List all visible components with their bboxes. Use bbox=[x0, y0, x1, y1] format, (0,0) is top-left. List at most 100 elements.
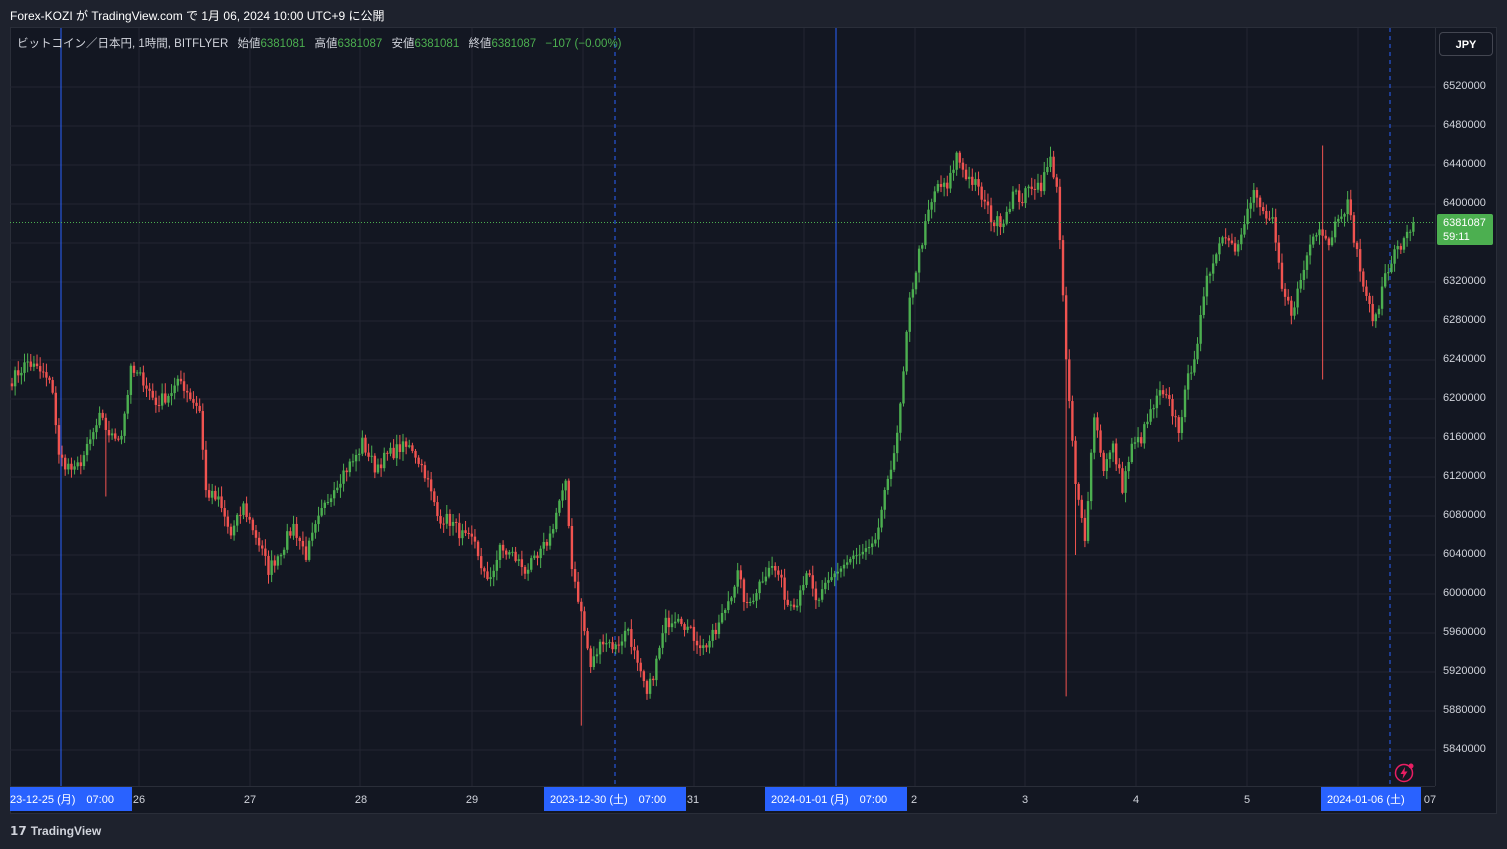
candle-body-1 bbox=[13, 370, 17, 387]
price-tick-5: 6320000 bbox=[1443, 275, 1486, 287]
candle-body-300 bbox=[949, 172, 952, 189]
candle-body-34 bbox=[117, 438, 120, 440]
candle-body-218 bbox=[692, 626, 696, 641]
time-axis[interactable] bbox=[10, 786, 1435, 815]
candle-body-224 bbox=[711, 629, 714, 641]
candle-body-104 bbox=[336, 487, 339, 491]
candle-body-283 bbox=[896, 432, 899, 454]
candle-body-163 bbox=[520, 559, 524, 568]
candle-body-241 bbox=[764, 576, 768, 582]
candle-body-433 bbox=[1365, 286, 1368, 296]
price-tick-12: 6040000 bbox=[1443, 548, 1486, 560]
candle-body-148 bbox=[473, 536, 477, 542]
candle-body-382 bbox=[1205, 275, 1209, 297]
candle-body-448 bbox=[1412, 222, 1415, 232]
candle-body-415 bbox=[1308, 244, 1312, 256]
candle-body-51 bbox=[170, 393, 173, 396]
candle-body-151 bbox=[483, 568, 486, 572]
candle-body-291 bbox=[921, 245, 924, 249]
candle-body-261 bbox=[827, 580, 830, 583]
candle-body-412 bbox=[1299, 279, 1302, 289]
candle-body-11 bbox=[45, 372, 48, 378]
candle-body-50 bbox=[167, 395, 170, 403]
footer-brand[interactable]: 𝟭𝟳 TradingView bbox=[10, 824, 101, 838]
candle-body-24 bbox=[85, 443, 89, 456]
candle-body-351 bbox=[1108, 452, 1112, 460]
candle-body-441 bbox=[1390, 263, 1393, 273]
candle-body-189 bbox=[601, 641, 605, 645]
candle-body-91 bbox=[295, 523, 298, 538]
currency-button[interactable]: JPY bbox=[1439, 32, 1493, 56]
candle-body-201 bbox=[639, 662, 642, 672]
candle-body-153 bbox=[489, 577, 492, 580]
candle-body-402 bbox=[1268, 218, 1271, 220]
candle-body-204 bbox=[648, 678, 652, 694]
candle-body-175 bbox=[558, 500, 561, 513]
lightning-icon[interactable] bbox=[1393, 762, 1415, 784]
candle-body-339 bbox=[1071, 401, 1074, 441]
candle-body-364 bbox=[1149, 409, 1152, 422]
time-tick-7: 4 bbox=[1132, 794, 1140, 806]
candle-body-278 bbox=[880, 509, 883, 528]
candle-body-404 bbox=[1274, 217, 1277, 243]
candle-body-325 bbox=[1027, 186, 1030, 189]
candle-body-115 bbox=[370, 455, 373, 457]
candle-body-400 bbox=[1262, 207, 1265, 212]
candle-body-112 bbox=[361, 437, 364, 454]
candle-body-346 bbox=[1093, 417, 1096, 453]
candle-body-152 bbox=[486, 571, 489, 580]
candle-body-282 bbox=[892, 453, 896, 470]
candle-body-408 bbox=[1287, 296, 1290, 301]
candle-body-35 bbox=[120, 435, 123, 440]
candle-body-275 bbox=[871, 543, 874, 548]
legend-change: −107 (−0.00%) bbox=[545, 38, 622, 50]
price-tick-13: 6000000 bbox=[1443, 587, 1486, 599]
price-tick-8: 6200000 bbox=[1443, 392, 1486, 404]
candle-body-306 bbox=[967, 176, 971, 180]
price-tick-9: 6160000 bbox=[1443, 431, 1486, 443]
candle-body-439 bbox=[1383, 273, 1387, 287]
price-chart[interactable] bbox=[10, 28, 1435, 786]
candle-body-160 bbox=[511, 551, 514, 553]
candle-body-356 bbox=[1124, 471, 1127, 493]
candle-body-296 bbox=[936, 184, 940, 192]
candle-body-333 bbox=[1052, 156, 1055, 178]
candle-body-123 bbox=[395, 444, 398, 459]
candle-body-95 bbox=[307, 540, 311, 560]
candle-body-367 bbox=[1158, 390, 1162, 396]
candle-body-436 bbox=[1374, 314, 1378, 322]
candle-body-236 bbox=[749, 602, 752, 604]
candle-body-285 bbox=[902, 371, 905, 404]
candle-body-139 bbox=[445, 513, 448, 524]
time-tick-1: 27 bbox=[243, 794, 257, 806]
legend-open-value: 6381081 bbox=[260, 38, 306, 50]
candle-body-414 bbox=[1305, 255, 1309, 270]
candle-body-322 bbox=[1018, 190, 1021, 202]
candle-body-244 bbox=[774, 565, 777, 571]
candle-body-166 bbox=[530, 558, 533, 570]
candle-body-69 bbox=[226, 516, 230, 527]
candle-body-145 bbox=[464, 530, 467, 534]
candle-body-432 bbox=[1362, 271, 1365, 287]
candle-body-365 bbox=[1152, 408, 1155, 410]
candle-body-355 bbox=[1121, 468, 1124, 493]
candle-body-87 bbox=[282, 549, 286, 555]
candle-body-14 bbox=[54, 392, 57, 426]
footer-brand-name: TradingView bbox=[30, 824, 102, 838]
candle-body-62 bbox=[204, 449, 208, 491]
candle-body-85 bbox=[276, 556, 280, 566]
candle-body-438 bbox=[1380, 286, 1384, 309]
candle-body-59 bbox=[195, 402, 198, 406]
candle-body-254 bbox=[805, 573, 808, 585]
candle-body-83 bbox=[270, 560, 273, 575]
candle-body-353 bbox=[1114, 443, 1118, 465]
candle-body-100 bbox=[323, 502, 326, 508]
candle-body-405 bbox=[1277, 242, 1281, 263]
candle-body-370 bbox=[1168, 395, 1171, 399]
candle-body-428 bbox=[1349, 199, 1352, 216]
candle-body-195 bbox=[620, 641, 624, 646]
candle-body-279 bbox=[883, 490, 886, 510]
candle-body-198 bbox=[630, 629, 633, 647]
price-axis[interactable] bbox=[1435, 28, 1498, 786]
candle-body-81 bbox=[264, 548, 267, 556]
